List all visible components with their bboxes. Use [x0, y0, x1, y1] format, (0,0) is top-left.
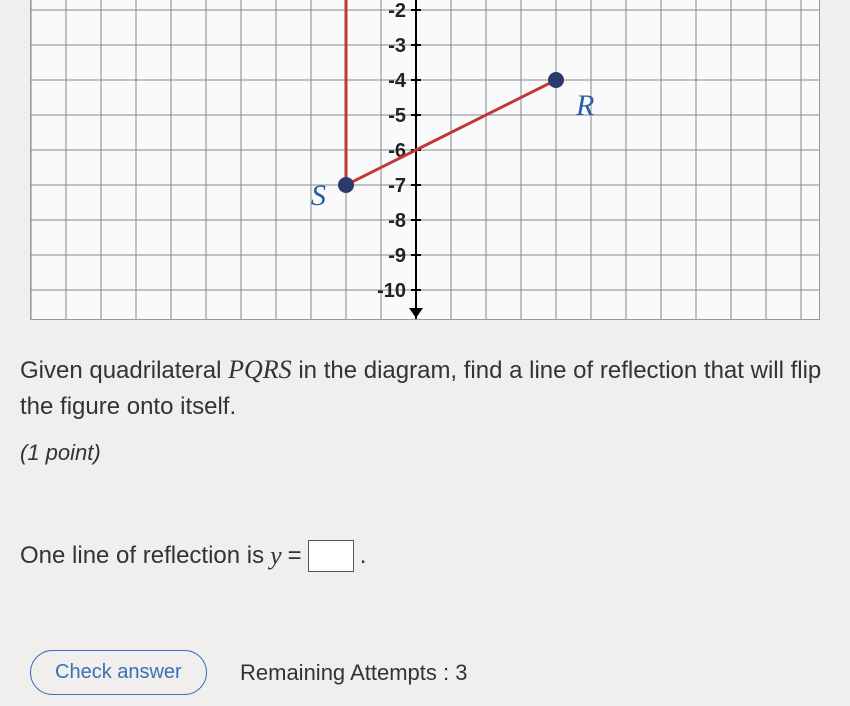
remaining-attempts: Remaining Attempts : 3 — [240, 660, 467, 686]
points-label: (1 point) — [20, 440, 101, 466]
answer-line: One line of reflection is y = . — [20, 540, 366, 572]
svg-text:-9: -9 — [388, 245, 406, 267]
svg-text:-4: -4 — [388, 70, 407, 92]
coordinate-graph: -2-3-4-5-6-7-8-9-10 SR — [30, 0, 820, 320]
graph-svg: -2-3-4-5-6-7-8-9-10 SR — [31, 0, 820, 320]
answer-equals: = — [288, 542, 302, 570]
answer-period: . — [360, 542, 367, 570]
svg-text:-7: -7 — [388, 175, 406, 197]
svg-text:-3: -3 — [388, 35, 406, 57]
svg-text:-5: -5 — [388, 105, 406, 127]
svg-text:-8: -8 — [388, 210, 406, 232]
svg-text:S: S — [311, 179, 326, 212]
svg-text:-10: -10 — [377, 280, 406, 302]
answer-input[interactable] — [308, 540, 354, 572]
question-var: PQRS — [228, 355, 292, 384]
question-text: Given quadrilateral PQRS in the diagram,… — [20, 350, 830, 425]
svg-text:R: R — [575, 89, 594, 122]
check-answer-button[interactable]: Check answer — [30, 650, 207, 695]
question-prefix: Given quadrilateral — [20, 357, 228, 384]
answer-var: y — [270, 541, 282, 571]
answer-prefix: One line of reflection is — [20, 542, 264, 570]
svg-text:-2: -2 — [388, 0, 406, 22]
